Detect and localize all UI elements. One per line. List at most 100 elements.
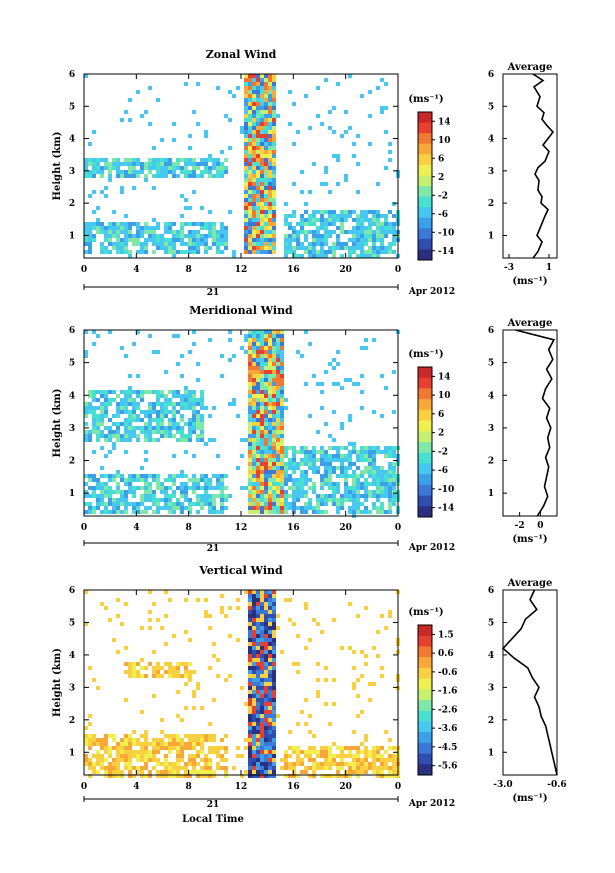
colorbar-tick-label: -3.6 — [438, 724, 457, 734]
y-tick-label: 3 — [69, 424, 75, 434]
colorbar-step — [418, 710, 432, 722]
y-axis-label: Height (km) — [52, 389, 63, 458]
colorbar-step — [418, 196, 432, 208]
heatmap-cells — [84, 74, 400, 258]
colorbar-step — [418, 399, 432, 411]
average-title: Average — [507, 578, 553, 589]
x-tick-label: 16 — [287, 523, 300, 533]
heatmap-cells — [84, 590, 400, 778]
date-label: Apr 2012 — [408, 287, 455, 297]
average-frame — [502, 589, 558, 776]
colorbar-step — [418, 420, 432, 432]
colorbar-step — [418, 133, 432, 145]
x-tick-label: 4 — [133, 523, 139, 533]
colorbar-tick-label: 14 — [438, 372, 451, 382]
y-tick-label: 3 — [69, 167, 75, 177]
average-profile: Average 1 2 3 4 5 6 -2 0 (ms⁻¹) — [488, 318, 558, 545]
colorbar-tick-label: 0.6 — [438, 649, 454, 659]
colorbar-frame — [417, 366, 433, 518]
average-profile: Average 1 2 3 4 5 6 -3 1 (ms⁻¹) — [488, 62, 558, 287]
colorbar-tick-label: -2 — [438, 191, 448, 201]
colorbar-step — [418, 732, 432, 744]
y-tick-label: 2 — [69, 716, 75, 726]
colorbar-tick-label: -14 — [438, 247, 454, 257]
colorbar-step — [418, 388, 432, 400]
colorbar-step — [418, 143, 432, 155]
colorbar-step — [418, 700, 432, 712]
colorbar-step — [418, 431, 432, 443]
colorbar-tick-label: 2 — [438, 429, 444, 439]
x-tick-label: 20 — [339, 523, 352, 533]
average-title: Average — [507, 318, 553, 329]
colorbar-tick-label: -2 — [438, 447, 448, 457]
average-line — [515, 329, 556, 517]
x-tick-label: 0 — [395, 523, 401, 533]
avg-y-tick-label: 2 — [488, 457, 494, 467]
x-axis-label: Local Time — [182, 814, 244, 825]
colorbar-tick-label: -1.6 — [438, 687, 457, 697]
x-tick-label: 4 — [133, 782, 139, 792]
colorbar-step — [418, 452, 432, 464]
avg-y-tick-label: 3 — [488, 167, 494, 177]
avg-y-tick-label: 1 — [488, 231, 494, 241]
y-tick-label: 1 — [69, 748, 75, 758]
day-label: 21 — [207, 800, 220, 810]
average-title: Average — [507, 62, 553, 73]
colorbar-frame — [417, 624, 433, 776]
average-profile: Average 1 2 3 4 5 6 -3.0 -0.6(ms⁻¹) — [488, 578, 567, 804]
colorbar-step — [418, 646, 432, 658]
x-tick-label: 20 — [339, 265, 352, 275]
colorbar-step — [418, 667, 432, 680]
average-frame — [502, 73, 558, 259]
panel-title: Meridional Wind — [189, 304, 293, 317]
colorbar-step — [418, 495, 432, 507]
avg-y-tick-label: 3 — [488, 683, 494, 693]
colorbar-step — [418, 721, 432, 733]
average-xlabel: (ms⁻¹) — [512, 276, 547, 287]
x-tick-label: 20 — [339, 782, 352, 792]
colorbar-step — [418, 207, 432, 219]
colorbar-step — [418, 678, 432, 690]
heatmap-cells — [84, 330, 400, 518]
colorbar-tick-label: -6 — [438, 210, 448, 220]
average-line — [532, 73, 555, 259]
colorbar: 14 10 6 2 -2 -6 -10 -14 — [417, 366, 454, 518]
colorbar-step — [418, 657, 432, 669]
x-tick-label: 12 — [235, 523, 248, 533]
day-label: 21 — [207, 544, 220, 554]
colorbar-step — [418, 742, 432, 755]
colorbar-step — [418, 442, 432, 454]
y-axis-label: Height (km) — [52, 648, 63, 717]
colorbar-step — [418, 409, 432, 422]
x-tick-label: 0 — [81, 265, 87, 275]
x-tick-label: 4 — [133, 265, 139, 275]
y-tick-label: 5 — [69, 618, 75, 628]
avg-x-tick-label: 0 — [537, 521, 543, 531]
x-tick-label: 16 — [287, 265, 300, 275]
colorbar-step — [418, 635, 432, 647]
y-tick-label: 4 — [69, 651, 75, 661]
colorbar-step — [418, 175, 432, 187]
colorbar-tick-label: -6 — [438, 466, 448, 476]
x-tick-label: 0 — [395, 265, 401, 275]
colorbar-tick-label: 2 — [438, 173, 444, 183]
average-xlabel: (ms⁻¹) — [512, 534, 547, 545]
average-xlabel: (ms⁻¹) — [512, 793, 547, 804]
avg-y-tick-label: 6 — [488, 70, 494, 80]
colorbar-step — [418, 154, 432, 166]
colorbar-step — [418, 112, 432, 124]
panel-title: Vertical Wind — [198, 564, 283, 577]
avg-y-tick-label: 2 — [488, 199, 494, 209]
avg-y-tick-label: 1 — [488, 748, 494, 758]
avg-y-tick-label: 4 — [488, 135, 494, 145]
colorbar-step — [418, 506, 432, 518]
avg-x-tick-label: -2 — [515, 521, 525, 531]
avg-y-tick-label: 4 — [488, 391, 494, 401]
y-tick-label: 6 — [69, 586, 75, 596]
x-tick-label: 12 — [235, 265, 248, 275]
colorbar-step — [418, 228, 432, 240]
colorbar-tick-label: -10 — [438, 228, 454, 238]
